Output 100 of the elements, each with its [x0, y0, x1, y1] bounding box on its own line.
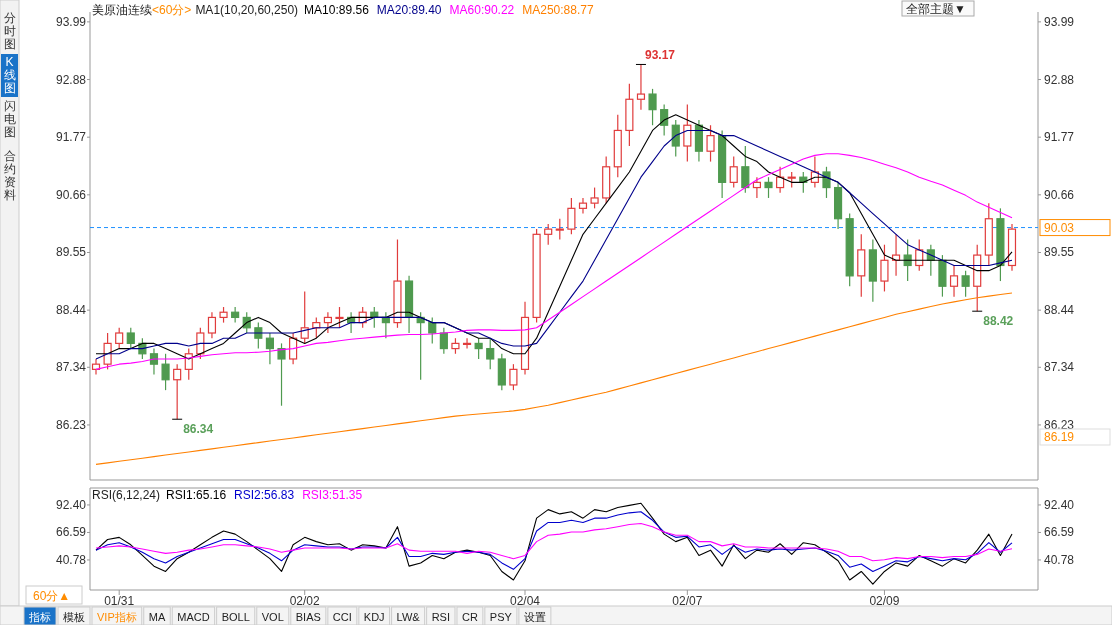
- candlestick: [103, 332, 112, 370]
- candlestick: [660, 103, 669, 137]
- candlestick: [764, 176, 773, 199]
- candlestick: [474, 337, 483, 360]
- candlestick: [335, 306, 344, 329]
- candlestick: [671, 119, 680, 157]
- text: MA20:89.40: [376, 3, 442, 17]
- text: RSI3:51.35: [302, 488, 363, 502]
- text: MA250:88.77: [522, 3, 594, 17]
- candlestick: [173, 363, 182, 420]
- ref-line-label: 90.03: [1044, 220, 1075, 235]
- candlestick: [752, 176, 761, 199]
- text: MA: [148, 611, 166, 623]
- candlestick: [822, 166, 831, 199]
- candlestick: [891, 233, 901, 277]
- candlestick: [683, 103, 692, 163]
- y-tick-label: 87.34: [55, 360, 87, 375]
- candlestick: [578, 197, 588, 215]
- text: 60分▲: [33, 589, 71, 603]
- legend-title: RSI(6,12,24): [92, 488, 161, 502]
- candlestick: [207, 311, 217, 339]
- annotation: 88.42: [983, 314, 1014, 329]
- text: 86.19: [1044, 430, 1075, 444]
- y2-tick-label: 88.44: [1044, 303, 1075, 318]
- chart-title: 美原油连续: [92, 3, 152, 17]
- y2-tick-label: 86.23: [1044, 417, 1075, 432]
- y2-tick-label: 66.59: [1044, 525, 1075, 540]
- text: VIP指标: [97, 611, 137, 623]
- text: 合约资料: [3, 149, 16, 202]
- candlestick: [277, 342, 286, 407]
- candlestick: [880, 244, 889, 293]
- x-tick-label: 02/07: [672, 594, 703, 608]
- y-tick-label: 86.23: [55, 417, 87, 432]
- text: PSY: [489, 611, 513, 623]
- y2-tick-label: 92.40: [1044, 497, 1075, 512]
- text: 分时图: [3, 11, 16, 51]
- text: LW&: [396, 611, 421, 623]
- x-tick-label: 02/09: [869, 594, 900, 608]
- line-series: [95, 511, 1013, 572]
- text: 设置: [523, 611, 546, 623]
- text: CR: [461, 611, 478, 623]
- text: MA60:90.22: [449, 3, 515, 17]
- text: KDJ: [363, 611, 385, 623]
- candlestick: [544, 223, 553, 246]
- y-tick-label: 40.78: [55, 552, 87, 567]
- candlestick: [115, 327, 124, 350]
- y-tick-label: 89.55: [55, 245, 87, 260]
- candlestick: [486, 337, 495, 370]
- y2-tick-label: 40.78: [1044, 552, 1075, 567]
- text: MACD: [177, 611, 210, 623]
- candlestick: [590, 186, 599, 209]
- text: 指标: [28, 611, 51, 623]
- y2-tick-label: 92.88: [1044, 72, 1075, 87]
- text: BOLL: [221, 611, 250, 623]
- legend-title: MA1(10,20,60,250): [195, 3, 299, 17]
- text: BIAS: [295, 611, 321, 623]
- annotation: 全部主题▼: [906, 2, 966, 16]
- candlestick: [462, 337, 472, 350]
- candlestick: [300, 290, 309, 344]
- annotation: 93.17: [644, 48, 676, 63]
- candlestick: [231, 306, 240, 324]
- x-tick-label: 01/31: [104, 594, 135, 608]
- line-series: [95, 522, 1013, 562]
- x-tick-label: 02/02: [289, 594, 321, 608]
- y2-tick-label: 93.99: [1044, 14, 1075, 29]
- candlestick: [126, 327, 135, 350]
- candlestick: [961, 270, 970, 298]
- y2-tick-label: 91.77: [1044, 130, 1075, 145]
- text: K线图: [3, 55, 16, 95]
- candlestick: [903, 238, 912, 282]
- y-tick-label: 91.77: [55, 130, 87, 145]
- y-tick-label: 88.44: [55, 303, 87, 318]
- candlestick: [289, 332, 298, 365]
- y-tick-label: 90.66: [55, 187, 87, 202]
- y2-tick-label: 90.66: [1044, 187, 1075, 202]
- candlestick: [741, 145, 750, 194]
- candlestick: [428, 316, 437, 344]
- y-tick-label: 92.88: [55, 72, 87, 87]
- text: RSI2:56.83: [234, 488, 295, 502]
- candlestick: [555, 218, 564, 241]
- text: RSI1:65.16: [166, 488, 227, 502]
- candlestick: [265, 332, 274, 365]
- annotation: 86.34: [183, 422, 214, 437]
- candlestick: [567, 197, 576, 235]
- text: MA10:89.56: [304, 3, 370, 17]
- text: 模板: [63, 611, 85, 623]
- y2-tick-label: 87.34: [1044, 360, 1075, 375]
- candlestick: [509, 363, 518, 391]
- candlestick: [729, 155, 738, 189]
- candlestick: [323, 311, 332, 334]
- y-tick-label: 93.99: [55, 14, 87, 29]
- candlestick: [161, 353, 170, 391]
- candlestick: [706, 124, 715, 163]
- text: CCI: [332, 611, 352, 623]
- candlestick: [196, 327, 205, 360]
- text: VOL: [261, 611, 284, 623]
- candlestick: [949, 264, 959, 298]
- x-tick-label: 02/04: [510, 594, 541, 608]
- y-tick-label: 92.40: [55, 497, 87, 512]
- candlestick: [439, 327, 448, 355]
